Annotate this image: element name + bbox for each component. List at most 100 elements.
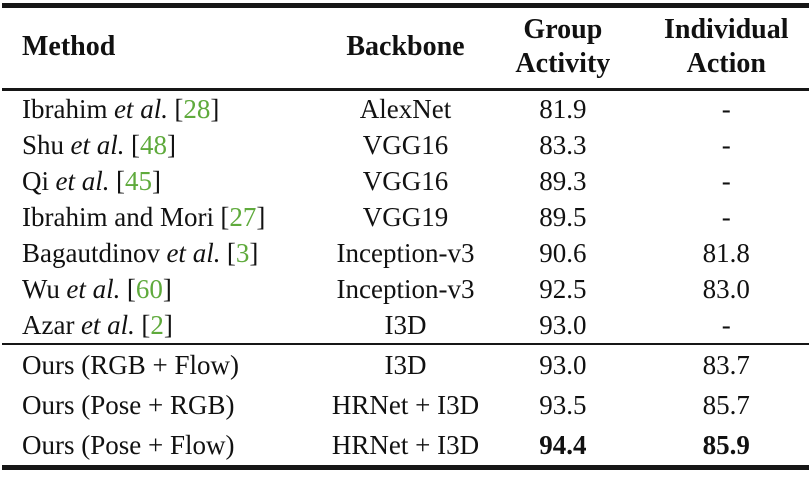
backbone-cell: Inception-v3 <box>336 273 475 304</box>
et-al-label: et al. <box>70 129 125 160</box>
table-row: Ours (Pose + Flow) HRNet + I3D 94.4 85.9 <box>2 425 809 468</box>
backbone-cell: HRNet + I3D <box>331 389 480 420</box>
ours-methods-section: Ours (RGB + Flow) I3D 93.0 83.7 Ours (Po… <box>2 344 809 468</box>
citation-link[interactable]: 27 <box>229 201 257 232</box>
header-individual-action: Individual Action <box>643 5 809 91</box>
header-group-activity-line2: Activity <box>515 48 611 79</box>
citation-bracket-open: [ <box>226 237 236 268</box>
group-activity-cell: 93.0 <box>539 309 587 340</box>
citation-bracket-close: ] <box>166 129 176 160</box>
published-methods-section: Ibrahim et al. [28] AlexNet 81.9 - Shu et a… <box>2 90 809 344</box>
method-cell: Qi et al. [45] <box>2 163 329 199</box>
method-name: Ibrahim <box>22 93 108 124</box>
table-row: Qi et al. [45] VGG16 89.3 - <box>2 163 809 199</box>
backbone-cell: AlexNet <box>359 93 452 124</box>
method-name: Ibrahim and Mori <box>22 201 214 232</box>
header-row: Method Backbone Group Activity Individua… <box>2 5 809 91</box>
citation-bracket-open: [ <box>220 201 230 232</box>
individual-action-cell: - <box>721 165 731 196</box>
et-al-label: et al. <box>166 237 221 268</box>
backbone-cell: VGG16 <box>362 165 449 196</box>
individual-action-cell: - <box>721 129 731 160</box>
citation-link[interactable]: 48 <box>139 129 167 160</box>
table-row: Ibrahim and Mori [27] VGG19 89.5 - <box>2 199 809 235</box>
header-group-activity-line1: Group <box>523 14 603 45</box>
et-al-label: et al. <box>113 93 168 124</box>
header-group-activity: Group Activity <box>482 5 644 91</box>
et-al-label: et al. <box>80 309 135 340</box>
method-cell: Ours (Pose + Flow) <box>2 425 329 468</box>
individual-action-cell: - <box>721 201 731 232</box>
citation-link[interactable]: 60 <box>135 273 163 304</box>
group-activity-cell: 81.9 <box>539 93 587 124</box>
method-name: Azar <box>22 309 75 340</box>
backbone-cell: Inception-v3 <box>336 237 475 268</box>
group-activity-cell: 83.3 <box>539 129 587 160</box>
citation-bracket-close: ] <box>210 93 220 124</box>
et-al-label: et al. <box>55 165 110 196</box>
table-row: Ours (RGB + Flow) I3D 93.0 83.7 <box>2 344 809 385</box>
citation-bracket-close: ] <box>249 237 259 268</box>
citation-bracket-open: [ <box>126 273 136 304</box>
header-backbone: Backbone <box>328 5 483 91</box>
method-name: Wu <box>22 273 60 304</box>
individual-action-cell: 83.7 <box>702 349 750 380</box>
method-name: Bagautdinov <box>22 237 160 268</box>
citation-bracket-open: [ <box>141 309 151 340</box>
group-activity-cell: 89.5 <box>539 201 587 232</box>
header-method: Method <box>2 5 329 91</box>
method-cell: Ours (Pose + RGB) <box>2 385 329 425</box>
group-activity-cell: 94.4 <box>539 429 587 460</box>
method-cell: Ibrahim et al. [28] <box>2 90 329 128</box>
backbone-cell: I3D <box>384 349 427 380</box>
backbone-cell: VGG19 <box>362 201 449 232</box>
citation-bracket-close: ] <box>162 273 172 304</box>
citation-bracket-open: [ <box>115 165 125 196</box>
individual-action-cell: - <box>721 309 731 340</box>
method-cell: Bagautdinov et al. [3] <box>2 235 329 271</box>
group-activity-cell: 93.0 <box>539 349 587 380</box>
individual-action-cell: 85.9 <box>702 429 750 460</box>
method-cell: Ibrahim and Mori [27] <box>2 199 329 235</box>
citation-bracket-close: ] <box>151 165 161 196</box>
method-name: Ours (Pose + RGB) <box>22 389 235 420</box>
backbone-cell: VGG16 <box>362 129 449 160</box>
individual-action-cell: 85.7 <box>702 389 750 420</box>
results-table: Method Backbone Group Activity Individua… <box>2 3 809 470</box>
table-row: Ours (Pose + RGB) HRNet + I3D 93.5 85.7 <box>2 385 809 425</box>
citation-bracket-close: ] <box>256 201 266 232</box>
individual-action-cell: 83.0 <box>702 273 750 304</box>
citation-bracket-open: [ <box>174 93 184 124</box>
individual-action-cell: 81.8 <box>702 237 750 268</box>
method-cell: Ours (RGB + Flow) <box>2 344 329 385</box>
table-row: Ibrahim et al. [28] AlexNet 81.9 - <box>2 90 809 128</box>
table-header: Method Backbone Group Activity Individua… <box>2 5 809 91</box>
citation-link[interactable]: 3 <box>235 237 250 268</box>
method-name: Shu <box>22 129 65 160</box>
citation-link[interactable]: 28 <box>183 93 211 124</box>
header-individual-action-line2: Action <box>686 48 766 79</box>
table-row: Wu et al. [60] Inception-v3 92.5 83.0 <box>2 271 809 307</box>
citation-link[interactable]: 45 <box>124 165 152 196</box>
method-name: Ours (RGB + Flow) <box>22 349 239 380</box>
table-row: Bagautdinov et al. [3] Inception-v3 90.6 8… <box>2 235 809 271</box>
method-cell: Azar et al. [2] <box>2 307 329 344</box>
table-row: Shu et al. [48] VGG16 83.3 - <box>2 127 809 163</box>
method-name: Ours (Pose + Flow) <box>22 429 235 460</box>
citation-link[interactable]: 2 <box>150 309 164 340</box>
method-cell: Shu et al. [48] <box>2 127 329 163</box>
group-activity-cell: 92.5 <box>539 273 587 304</box>
individual-action-cell: - <box>721 93 731 124</box>
header-individual-action-line1: Individual <box>664 14 789 45</box>
group-activity-cell: 90.6 <box>539 237 587 268</box>
backbone-cell: I3D <box>384 309 427 340</box>
method-name: Qi <box>22 165 49 196</box>
method-cell: Wu et al. [60] <box>2 271 329 307</box>
backbone-cell: HRNet + I3D <box>331 429 480 460</box>
table-row: Azar et al. [2] I3D 93.0 - <box>2 307 809 344</box>
group-activity-cell: 89.3 <box>539 165 587 196</box>
citation-bracket-close: ] <box>163 309 173 340</box>
citation-bracket-open: [ <box>130 129 140 160</box>
et-al-label: et al. <box>66 273 121 304</box>
group-activity-cell: 93.5 <box>539 389 587 420</box>
